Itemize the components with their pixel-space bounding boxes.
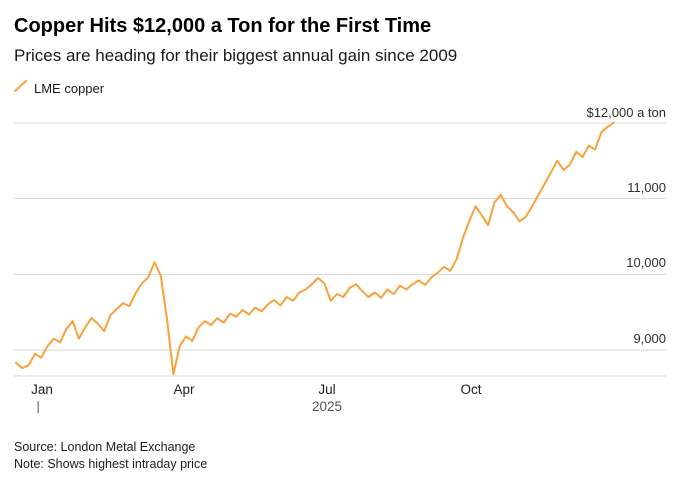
line-chart: $12,000 a ton 11,000 10,000 9,000 Jan Ap…: [0, 101, 680, 431]
y-axis-label-9000: 9,000: [633, 331, 666, 347]
legend-line-icon: [14, 79, 27, 97]
chart-footer: Source: London Metal Exchange Note: Show…: [0, 431, 680, 472]
x-axis-label-jul: Jul: [318, 382, 336, 398]
y-axis-label-11000: 11,000: [627, 180, 666, 196]
y-axis-label-12000: $12,000 a ton: [586, 105, 666, 121]
source-text: Source: London Metal Exchange: [14, 440, 196, 455]
y-axis-label-10000: 10,000: [626, 255, 666, 271]
chart-subtitle: Prices are heading for their biggest ann…: [14, 46, 458, 65]
x-axis-label-apr: Apr: [173, 382, 195, 398]
legend-label: LME copper: [34, 80, 105, 96]
x-axis-label-jan: Jan: [31, 382, 53, 398]
chart-header: Copper Hits $12,000 a Ton for the First …: [0, 0, 680, 97]
chart-legend: LME copper: [14, 79, 666, 97]
note-text: Note: Shows highest intraday price: [14, 456, 208, 471]
x-axis-label-oct: Oct: [460, 382, 482, 398]
page-title: Copper Hits $12,000 a Ton for the First …: [14, 15, 432, 37]
x-axis-year-label: 2025: [311, 399, 343, 415]
copper-price-line: [14, 121, 666, 414]
